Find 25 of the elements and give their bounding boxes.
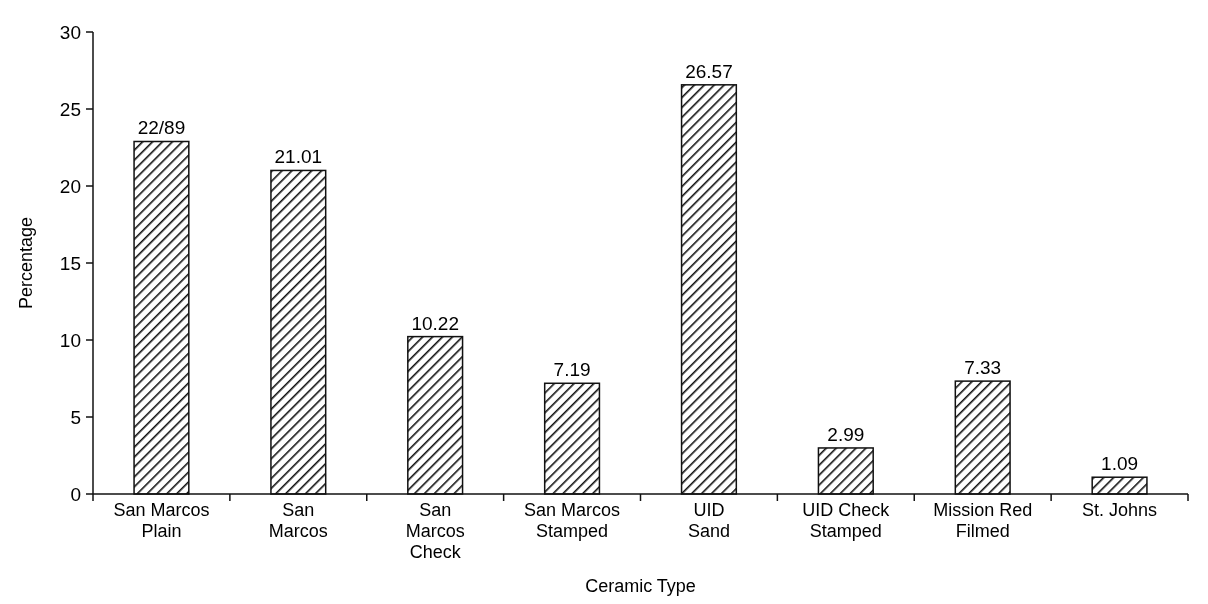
y-tick-label: 20 [59, 175, 81, 197]
data-label: 7.19 [553, 359, 591, 381]
x-axis-title: Ceramic Type [585, 576, 696, 596]
y-tick-label: 10 [59, 329, 81, 351]
data-label: 2.99 [827, 423, 865, 445]
y-tick-label: 5 [70, 406, 81, 428]
x-tick-label: San Marcos [268, 500, 328, 541]
x-tick-label: San Marcos Stamped [524, 500, 621, 541]
data-label: 22/89 [137, 117, 186, 139]
x-tick-label: San Marcos Plain [113, 500, 210, 541]
data-label: 21.01 [274, 146, 323, 168]
y-tick-label: 25 [59, 98, 81, 120]
x-tick-label: San Marcos Check [405, 500, 465, 562]
data-label: 1.09 [1101, 453, 1139, 475]
data-label: 26.57 [685, 60, 733, 82]
y-tick-label: 0 [70, 483, 81, 505]
y-tick-label: 30 [59, 21, 81, 43]
y-axis-title: Percentage [16, 216, 36, 310]
x-tick-label: Mission Red Filmed [933, 500, 1033, 541]
x-tick-label: UID Check Stamped [802, 500, 891, 541]
data-label: 7.33 [964, 357, 1002, 379]
x-tick-label: UID Sand [687, 500, 730, 541]
x-tick-label: St. Johns [1082, 500, 1158, 520]
data-label: 10.22 [411, 312, 459, 334]
y-tick-label: 15 [59, 252, 81, 274]
